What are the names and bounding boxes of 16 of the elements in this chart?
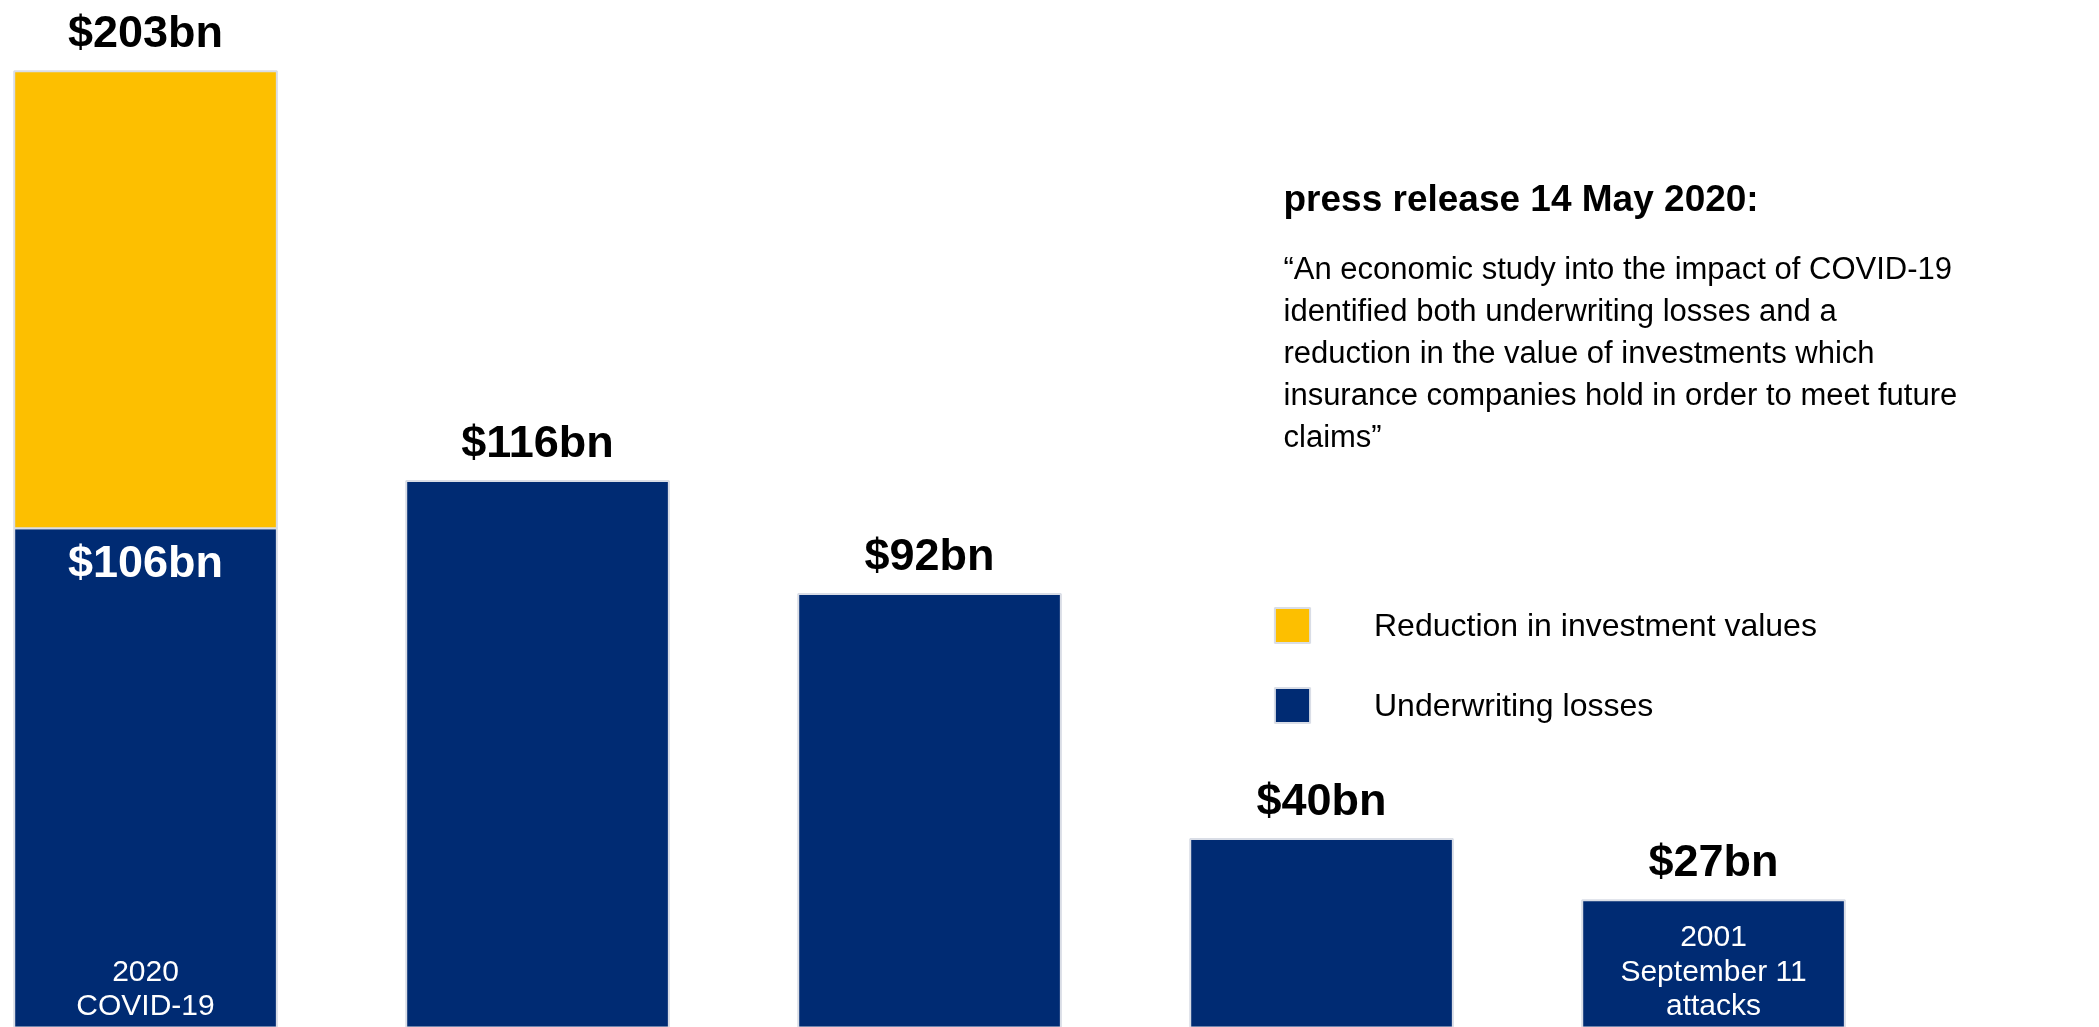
bar (1581, 899, 1846, 1027)
text: press release 14 May 2020: (1283, 178, 1759, 219)
total-label: $203bn (68, 6, 224, 58)
data-label: $106bn (68, 536, 224, 588)
total-label: $27bn (1648, 835, 1779, 887)
bar (797, 593, 1062, 1027)
total-label: $40bn (1256, 774, 1387, 826)
bar (1189, 838, 1454, 1027)
bar (405, 480, 670, 1027)
legend-label: Underwriting losses (1374, 686, 1654, 724)
annotation: “An economic study into the impact of COVID-19 identified both underwriting losses and a reduction in the value of investments which insurance companies hold in order to meet future claims” (1283, 250, 1958, 454)
x-tick-label: 2020 COVID-19 (76, 953, 215, 1022)
legend-label: Reduction in investment values (1374, 606, 1817, 644)
x-tick-label: 2001 September 11 attacks (1620, 919, 1807, 1022)
total-label: $116bn (461, 416, 614, 468)
total-label: $92bn (864, 529, 995, 581)
